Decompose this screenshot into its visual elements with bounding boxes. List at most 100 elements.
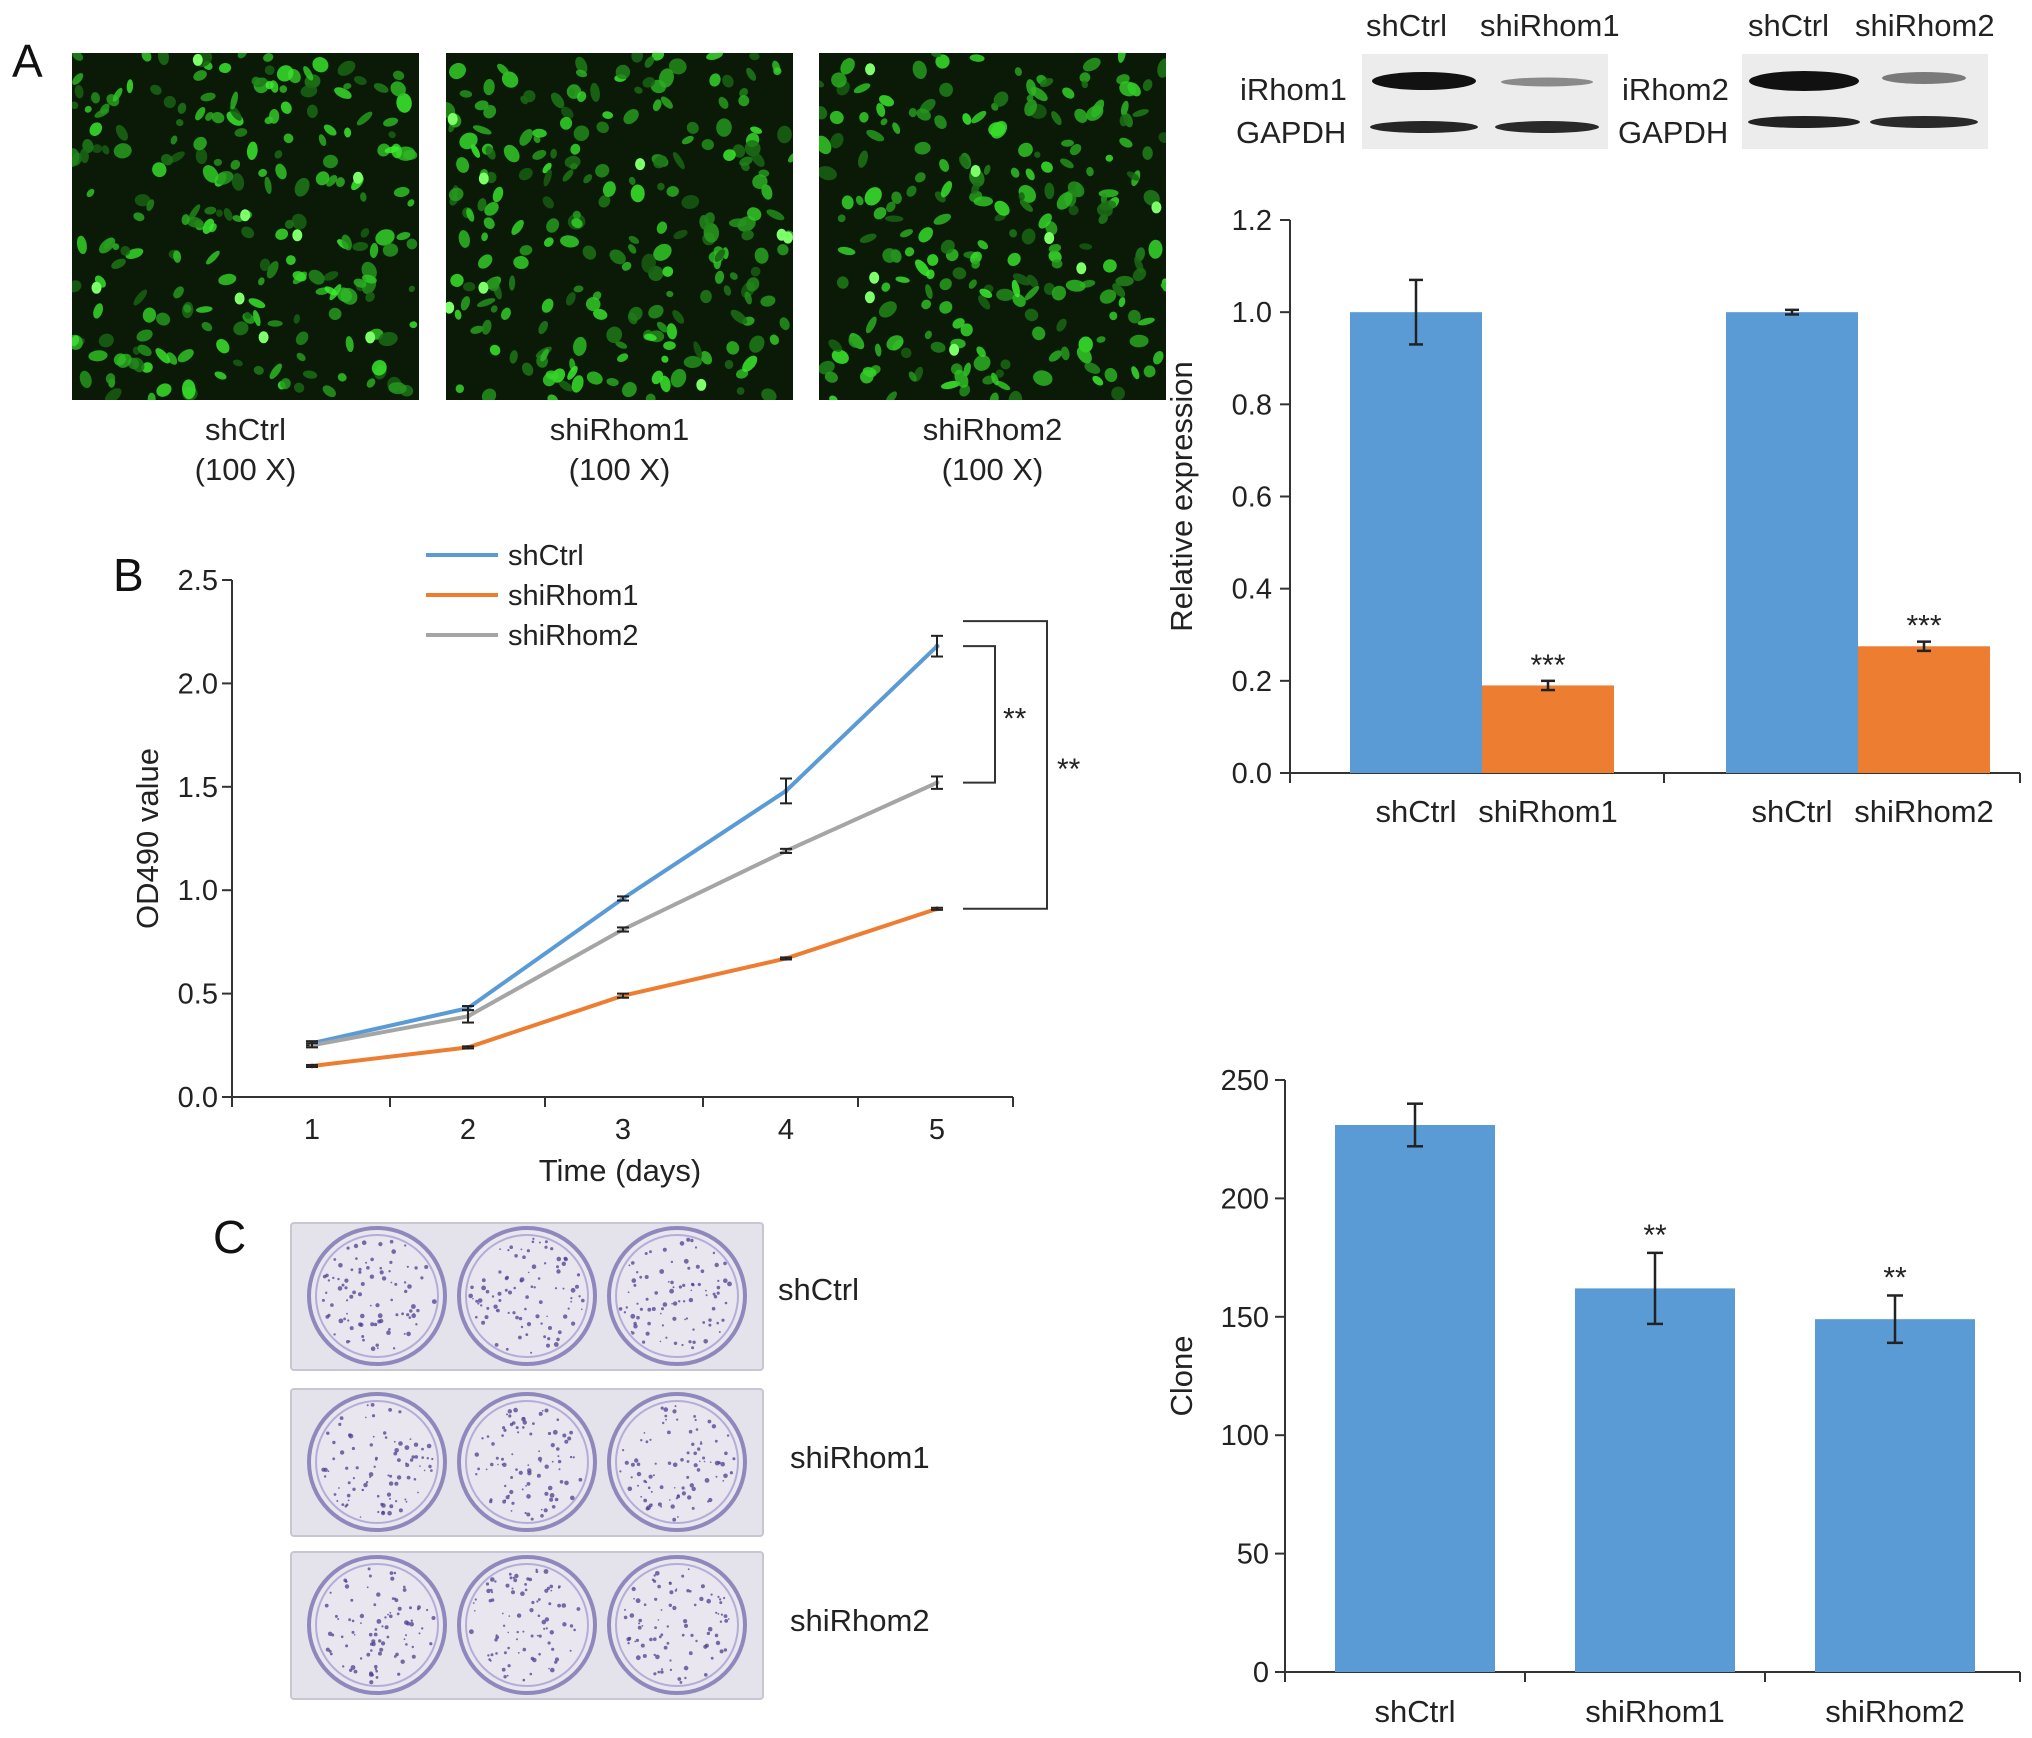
colony xyxy=(348,1618,351,1622)
colony xyxy=(529,1608,534,1613)
colony xyxy=(719,1601,723,1605)
colony xyxy=(554,1657,560,1662)
cell xyxy=(1019,199,1033,212)
significance-label: *** xyxy=(1530,649,1565,682)
colony xyxy=(373,1322,378,1327)
colony xyxy=(384,1436,388,1439)
colony xyxy=(710,1656,714,1660)
colony xyxy=(630,1462,635,1467)
colony xyxy=(513,1407,518,1413)
colony xyxy=(511,1453,514,1456)
cell xyxy=(718,96,729,109)
cell xyxy=(335,177,345,188)
well xyxy=(307,1555,447,1695)
colony xyxy=(375,1669,378,1673)
colony xyxy=(362,1338,365,1342)
bright-cell xyxy=(776,228,787,241)
colony xyxy=(369,1304,372,1307)
colony xyxy=(569,1649,572,1652)
bar xyxy=(1726,312,1858,773)
cell xyxy=(749,53,760,61)
cell xyxy=(714,249,726,262)
cell xyxy=(819,135,832,155)
cell xyxy=(1128,309,1141,324)
cell xyxy=(246,141,258,160)
cell xyxy=(859,112,869,123)
cell xyxy=(741,230,754,241)
x-tick-label: shCtrl xyxy=(1375,1694,1456,1729)
well-rim xyxy=(465,1563,589,1687)
colony xyxy=(681,1343,684,1347)
colony xyxy=(538,1241,541,1244)
colony xyxy=(708,1323,712,1327)
colony xyxy=(544,1491,549,1496)
cell xyxy=(569,163,578,170)
cell xyxy=(593,308,608,320)
colony xyxy=(527,1468,532,1473)
cell xyxy=(274,150,283,159)
series-line xyxy=(311,780,938,1048)
cell xyxy=(1082,57,1101,72)
bar xyxy=(1335,1124,1495,1672)
colony xyxy=(636,1471,642,1477)
cell xyxy=(561,106,574,119)
cell xyxy=(481,319,492,335)
cell xyxy=(295,331,309,346)
colony xyxy=(695,1639,698,1643)
cell xyxy=(1081,80,1088,89)
colony xyxy=(325,1647,330,1652)
colony xyxy=(549,1493,555,1498)
colony xyxy=(353,1669,358,1674)
cell xyxy=(914,141,931,155)
colony xyxy=(553,1342,559,1347)
colony xyxy=(659,1485,664,1490)
cell xyxy=(1060,346,1070,361)
colony xyxy=(643,1432,646,1434)
colony xyxy=(486,1435,490,1438)
colony xyxy=(678,1285,682,1289)
colony xyxy=(358,1292,362,1297)
colony xyxy=(631,1586,636,1592)
cell xyxy=(481,232,488,242)
colony xyxy=(338,1422,342,1426)
colony xyxy=(551,1647,555,1651)
cell xyxy=(1012,273,1031,286)
cell xyxy=(590,82,600,102)
micrograph-shirhom1 xyxy=(446,53,793,400)
colony xyxy=(711,1424,717,1429)
colony xyxy=(561,1261,566,1266)
cell xyxy=(275,163,287,180)
bright-cell xyxy=(478,281,489,294)
cell xyxy=(337,287,352,303)
cell xyxy=(1018,192,1025,201)
colony xyxy=(516,1638,518,1641)
cell xyxy=(683,355,702,369)
colony xyxy=(502,1499,506,1504)
cell xyxy=(724,359,734,370)
cell xyxy=(991,372,999,386)
cell xyxy=(571,375,584,393)
micrograph-caption-shirhom2: shiRhom2 (100 X) xyxy=(819,410,1166,490)
colony xyxy=(481,1437,484,1440)
colony xyxy=(530,1517,534,1521)
colony xyxy=(502,1624,506,1627)
cell xyxy=(214,371,227,380)
cell xyxy=(545,370,559,380)
legend-label: shiRhom1 xyxy=(508,580,639,612)
cell xyxy=(532,128,547,138)
colony xyxy=(544,1240,548,1244)
cell xyxy=(538,320,549,335)
colony xyxy=(327,1631,333,1636)
colony xyxy=(475,1315,478,1319)
cell xyxy=(962,113,972,125)
colony xyxy=(418,1632,421,1635)
cell xyxy=(609,249,626,265)
cell xyxy=(841,195,854,210)
cell xyxy=(518,167,533,181)
cell xyxy=(681,135,694,145)
colony xyxy=(396,1612,400,1616)
colony xyxy=(640,1643,645,1648)
cell xyxy=(72,101,79,110)
well-rim xyxy=(615,1400,739,1524)
colony xyxy=(524,1583,527,1586)
